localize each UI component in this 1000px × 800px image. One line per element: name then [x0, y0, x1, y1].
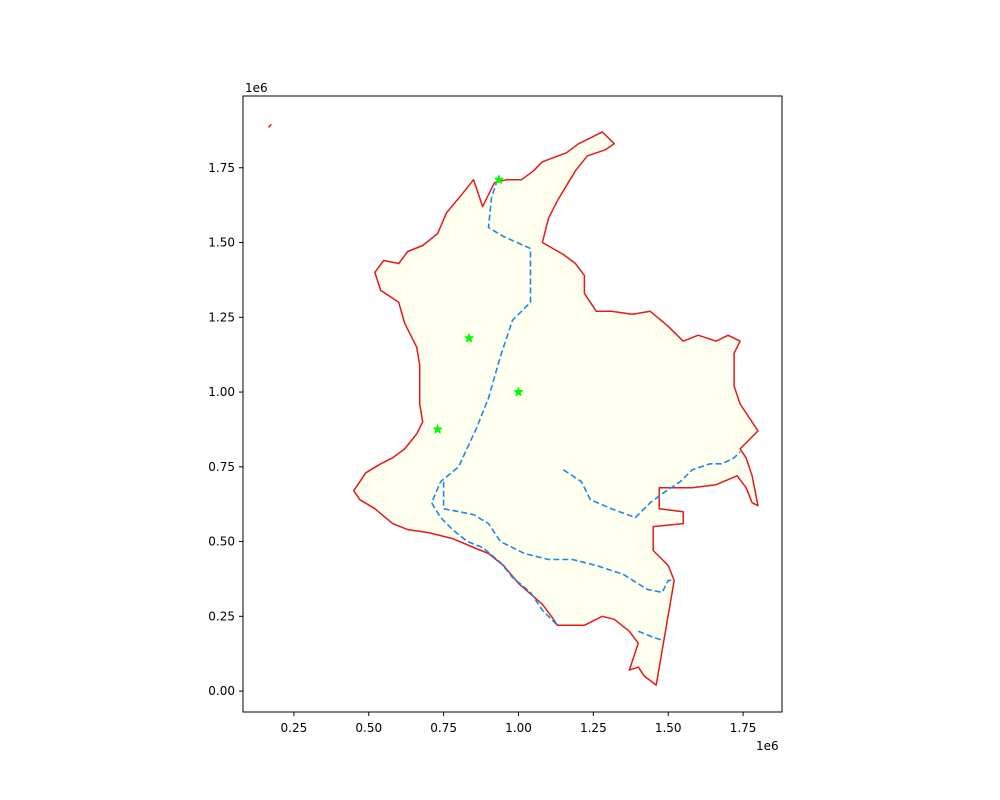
y-tick-label-7: 1.50 [208, 236, 235, 250]
star-marker-1 [493, 174, 505, 185]
x-tick-label-4: 1.00 [505, 721, 532, 735]
y-offset-label: 1e6 [245, 81, 268, 95]
x-tick-label-2: 0.50 [355, 721, 382, 735]
country-outline [353, 131, 759, 686]
x-offset-label: 1e6 [756, 739, 779, 753]
internal-boundary-line-4 [638, 630, 663, 641]
city-markers [432, 174, 524, 435]
island-outline [267, 123, 272, 128]
y-tick-label-6: 1.25 [208, 310, 235, 324]
y-tick-label-5: 1.00 [208, 385, 235, 399]
y-tick-label-3: 0.50 [208, 535, 235, 549]
x-tick-label-6: 1.50 [655, 721, 682, 735]
x-tick-label-7: 1.75 [730, 721, 757, 735]
x-axis: 0.25 0.50 0.75 1.00 1.25 1.50 1.75 [281, 712, 757, 735]
y-tick-label-8: 1.75 [208, 161, 235, 175]
star-marker-4 [432, 423, 444, 435]
internal-boundary-line-2 [442, 481, 675, 594]
y-tick-label-1: 0.00 [208, 684, 235, 698]
y-tick-label-4: 0.75 [208, 460, 235, 474]
x-tick-label-1: 0.25 [281, 721, 308, 735]
star-marker-3 [513, 386, 524, 397]
star-marker-2 [463, 332, 475, 343]
internal-boundaries [430, 179, 741, 641]
y-tick-label-2: 0.25 [208, 609, 235, 623]
plot-area [267, 123, 759, 686]
internal-boundary-line-3 [562, 451, 741, 519]
axes-frame [242, 95, 783, 713]
internal-boundary-line-1 [430, 179, 558, 626]
x-tick-label-5: 1.25 [580, 721, 607, 735]
x-tick-label-3: 0.75 [430, 721, 457, 735]
y-axis: 0.00 0.25 0.50 0.75 1.00 1.25 1.50 1.75 [208, 161, 243, 698]
